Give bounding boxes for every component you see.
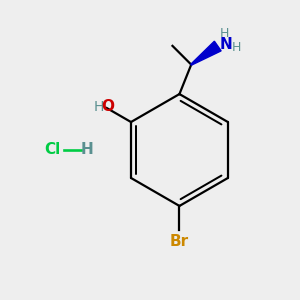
Text: O: O [101, 99, 114, 114]
Text: Br: Br [170, 234, 189, 249]
Text: N: N [219, 37, 232, 52]
Text: Cl: Cl [45, 142, 61, 158]
Text: H: H [220, 27, 229, 40]
Text: H: H [232, 41, 242, 54]
Text: H: H [80, 142, 93, 158]
Text: H: H [94, 100, 104, 114]
Polygon shape [191, 41, 221, 65]
